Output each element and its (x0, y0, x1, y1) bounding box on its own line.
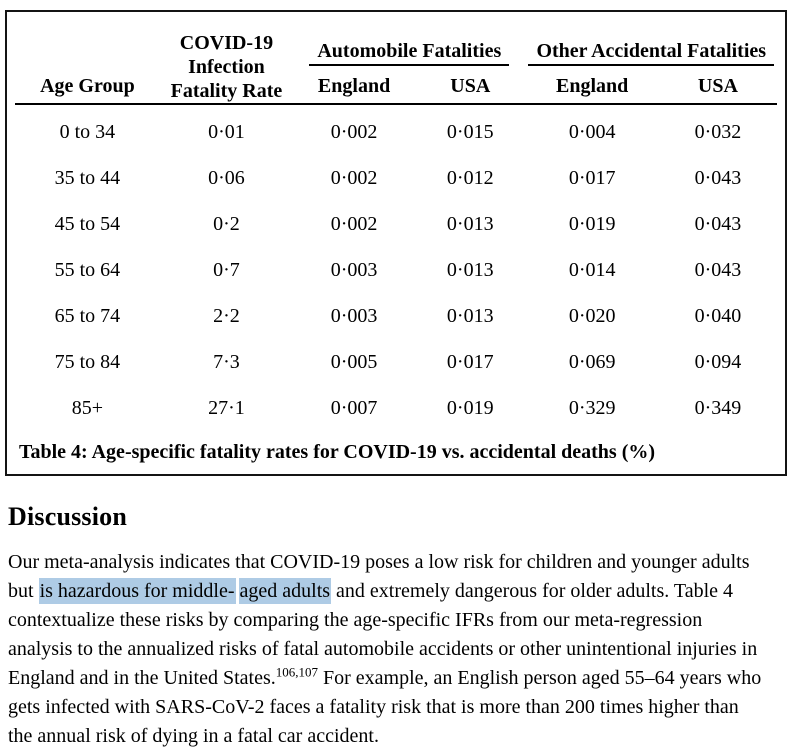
table-subheader-row: Age Group England USA England USA (15, 66, 777, 105)
cell-ifr: 0·01 (208, 120, 245, 143)
column-header-auto-england: England (293, 66, 416, 105)
cell-ifr: 7·3 (213, 350, 240, 373)
cell-auto-england: 0·003 (330, 258, 378, 281)
cell-age: 45 to 54 (54, 212, 121, 235)
highlighted-text: is hazardous for middle- (38, 578, 236, 604)
table-row: 0 to 34 0·01 0·002 0·015 0·004 0·032 (15, 104, 777, 155)
cell-ifr: 2·2 (213, 304, 240, 327)
cell-auto-england: 0·003 (330, 304, 378, 327)
cell-auto-usa: 0·013 (446, 258, 494, 281)
cell-ifr: 27·1 (208, 396, 245, 419)
paragraph-text: and extremely dangerous for older adults… (8, 580, 758, 689)
cell-ifr: 0·7 (213, 258, 240, 281)
spanner-other-label: Other Accidental Fatalities (528, 39, 775, 66)
column-header-age-group: Age Group (15, 66, 160, 105)
table4: COVID-19 Infection Fatality Rate Automob… (15, 22, 777, 431)
cell-other-england: 0·017 (568, 166, 616, 189)
cell-other-usa: 0·040 (694, 304, 742, 327)
table4-box: COVID-19 Infection Fatality Rate Automob… (5, 10, 787, 476)
cell-auto-england: 0·002 (330, 120, 378, 143)
cell-other-england: 0·069 (568, 350, 616, 373)
table-row: 45 to 54 0·2 0·002 0·013 0·019 0·043 (15, 201, 777, 247)
column-header-ifr: COVID-19 Infection Fatality Rate (159, 22, 294, 105)
cell-auto-usa: 0·019 (446, 396, 494, 419)
empty-corner-cell (15, 22, 160, 66)
column-header-auto-usa: USA (415, 66, 526, 105)
table-row: 35 to 44 0·06 0·002 0·012 0·017 0·043 (15, 155, 777, 201)
table-row: 85+ 27·1 0·007 0·019 0·329 0·349 (15, 385, 777, 431)
spanner-automobile-fatalities: Automobile Fatalities (293, 22, 525, 66)
cell-other-usa: 0·043 (694, 258, 742, 281)
cell-age: 55 to 64 (54, 258, 121, 281)
discussion-heading: Discussion (8, 502, 128, 531)
cell-ifr: 0·06 (208, 166, 245, 189)
cell-age: 75 to 84 (54, 350, 121, 373)
column-header-other-usa: USA (658, 66, 777, 105)
column-header-other-england: England (525, 66, 659, 105)
spanner-automobile-label: Automobile Fatalities (309, 39, 510, 66)
cell-other-usa: 0·032 (694, 120, 742, 143)
cell-auto-usa: 0·015 (446, 120, 494, 143)
cell-other-usa: 0·043 (694, 166, 742, 189)
cell-auto-england: 0·005 (330, 350, 378, 373)
cell-other-usa: 0·094 (694, 350, 742, 373)
table-row: 55 to 64 0·7 0·003 0·013 0·014 0·043 (15, 247, 777, 293)
cell-auto-england: 0·007 (330, 396, 378, 419)
cell-other-england: 0·004 (568, 120, 616, 143)
cell-auto-england: 0·002 (330, 166, 378, 189)
table-spanner-row: COVID-19 Infection Fatality Rate Automob… (15, 22, 778, 105)
table-row: 65 to 74 2·2 0·003 0·013 0·020 0·040 (15, 293, 777, 339)
discussion-paragraph: Our meta-analysis indicates that COVID-1… (8, 548, 768, 751)
cell-other-england: 0·329 (568, 396, 616, 419)
cell-other-usa: 0·349 (694, 396, 742, 419)
spanner-other-accidental-fatalities: Other Accidental Fatalities (526, 22, 778, 66)
cell-age: 35 to 44 (54, 166, 121, 189)
cell-auto-usa: 0·012 (446, 166, 494, 189)
cell-other-usa: 0·043 (694, 212, 742, 235)
cell-other-england: 0·014 (568, 258, 616, 281)
paragraph-text: Our meta-analysis indicates that COVID-1… (8, 551, 750, 602)
cell-other-england: 0·019 (568, 212, 616, 235)
table-row: 75 to 84 7·3 0·005 0·017 0·069 0·094 (15, 339, 777, 385)
citation-superscript: 106,107 (275, 664, 318, 680)
cell-auto-usa: 0·017 (446, 350, 494, 373)
table-caption: Table 4: Age-specific fatality rates for… (19, 441, 656, 463)
cell-auto-usa: 0·013 (446, 304, 494, 327)
cell-age: 0 to 34 (59, 120, 116, 143)
cell-auto-england: 0·002 (330, 212, 378, 235)
cell-ifr: 0·2 (213, 212, 240, 235)
cell-age: 65 to 74 (54, 304, 121, 327)
cell-age: 85+ (71, 396, 104, 419)
cell-other-england: 0·020 (568, 304, 616, 327)
highlighted-text: aged adults (238, 578, 332, 604)
cell-auto-usa: 0·013 (446, 212, 494, 235)
